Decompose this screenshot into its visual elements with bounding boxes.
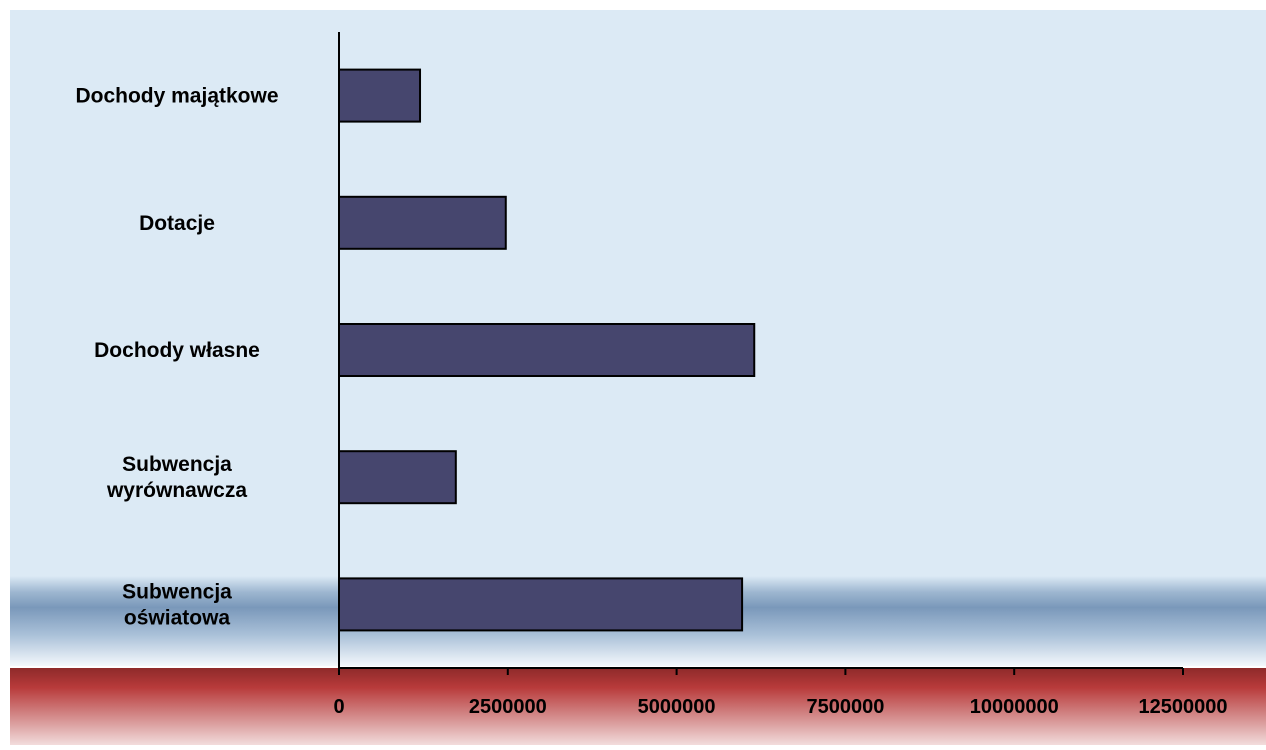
x-tick-label: 12500000 [1139,696,1228,718]
category-label: Subwencja oświatowa [122,580,232,629]
category-label: Subwencja wyrównawcza [106,453,247,502]
bar [338,195,507,250]
x-tick-label: 10000000 [970,696,1059,718]
bar [338,323,756,377]
x-tick-label: 2500000 [469,696,547,718]
x-axis-ticks: 0 2500000 5000000 7500000 10000000 12500000 [333,668,1227,718]
category-label: Dotacje [139,212,215,235]
category-labels: Dochody majątkowe Dotacje Dochody własne Su… [75,85,278,630]
bars-layer [338,68,756,632]
x-tick-label: 5000000 [638,696,716,718]
category-label: Dochody własne [94,339,260,362]
x-tick-label: 0 [333,696,344,718]
bar [338,68,422,123]
bar [338,450,457,505]
category-label: Dochody majątkowe [75,85,278,108]
bar [338,577,744,632]
red-gradient-band [10,668,1266,745]
x-tick-label: 7500000 [806,696,884,718]
plot-background [10,10,1266,576]
